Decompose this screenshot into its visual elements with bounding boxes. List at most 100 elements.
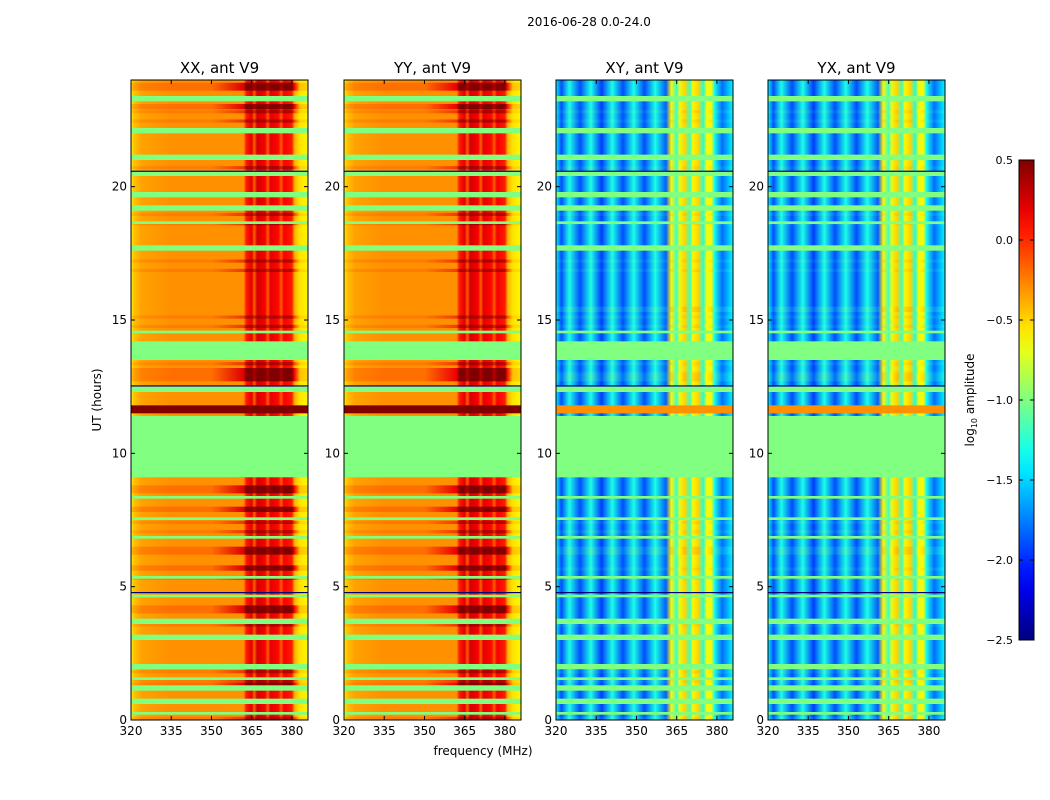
heatmap-row [768,623,945,627]
heatmap-hot-band [344,546,521,555]
heatmap-flagged-band [556,576,733,579]
colorbar-tick-label: −1.0 [986,394,1013,407]
heatmap-row [768,679,945,683]
heatmap-line [556,592,733,594]
heatmap-line [131,170,308,172]
heatmap-flagged-band [344,496,521,499]
heatmap-flagged-band [768,634,945,640]
heatmap-flagged-band [768,128,945,134]
heatmap-row [556,110,733,114]
y-tick-label: 0 [756,713,764,727]
heatmap-hot-band [344,104,521,110]
axes-frame [343,79,522,721]
heatmap-flagged-band [131,221,308,224]
heatmap-row [344,324,521,328]
heatmap-flagged-band [344,618,521,624]
heatmap-row [556,166,733,170]
heatmap-flagged-band [131,245,308,251]
heatmap-hot-band [131,682,308,686]
x-tick-label: 320 [757,724,780,738]
heatmap-flagged-band [344,664,521,670]
x-tick-label: 350 [837,724,860,738]
heatmap-flagged-band [344,712,521,715]
heatmap-flagged-band [131,698,308,704]
heatmap-row [768,716,945,720]
heatmap-flagged-band [131,205,308,211]
heatmap-row [768,268,945,272]
heatmap-flagged-band [344,416,521,478]
heatmap-flagged-band [556,341,733,360]
y-tick-label: 15 [325,313,340,327]
heatmap-row [344,530,521,534]
heatmap-hot-band [131,565,308,571]
heatmap-row [768,371,945,375]
heatmap-row [344,212,521,216]
x-tick-label: 380 [705,724,728,738]
heatmap-row [131,119,308,123]
x-tick-label: 350 [200,724,223,738]
panel-yx: YX, ant V9 320 335 350 365 380 0 5 10 15 20 [749,59,946,738]
heatmap-flagged-band [556,330,733,334]
heatmap-flagged-band [131,170,308,176]
heatmap-flagged-band [131,634,308,640]
heatmap-flagged-band [556,128,733,134]
heatmap-flagged-band [556,192,733,198]
heatmap-row [344,679,521,683]
heatmap-row [131,362,308,366]
heatmap-line [344,170,521,172]
heatmap-row [556,530,733,534]
heatmap-row [344,623,521,627]
x-tick-label: 380 [917,724,940,738]
heatmap-flagged-band [131,96,308,102]
heatmap-flagged-band [556,416,733,478]
heatmap-flagged-band [768,221,945,224]
heatmap-flagged-band [344,698,521,704]
heatmap-row [556,670,733,674]
heatmap-flagged-band [768,685,945,691]
y-tick-label: 0 [119,713,127,727]
heatmap-flagged-band [131,594,308,598]
heatmap-row [344,315,521,319]
panel-title: YX, ant V9 [816,59,895,77]
heatmap-flagged-band [344,517,521,520]
colorbar-tick-label: −1.5 [986,474,1013,487]
y-axis-label: UT (hours) [90,368,104,431]
y-tick-label: 10 [749,446,764,460]
heatmap-flagged-band [131,618,308,624]
axes-frame [130,79,309,721]
heatmap-line [768,170,945,172]
heatmap-flagged-band [768,386,945,392]
heatmap-flagged-band [131,330,308,334]
heatmap-row [768,212,945,216]
heatmap-flagged-band [768,618,945,624]
heatmap-flagged-band [556,536,733,539]
heatmap-flagged-band [344,685,521,691]
x-tick-label: 365 [240,724,263,738]
heatmap-hot-band [556,373,733,382]
heatmap-row [768,362,945,366]
y-tick-label: 20 [112,180,127,194]
heatmap-row [131,520,308,524]
y-tick-label: 5 [119,580,127,594]
x-tick-label: 365 [453,724,476,738]
heatmap-flagged-band [344,205,521,211]
panel-title: XY, ant V9 [605,59,683,77]
heatmap-flagged-band [556,698,733,704]
heatmap-hot-band [344,368,521,382]
colorbar: 0.5 0.0 −0.5 −1.0 −1.5 −2.0 −2.5 log10 amplitud… [963,154,1035,647]
colorbar-label: log10 amplitude [963,354,979,447]
heatmap-flagged-band [768,536,945,539]
heatmap-flagged-band [556,205,733,211]
x-tick-label: 335 [373,724,396,738]
heatmap-flagged-band [344,576,521,579]
heatmap-flagged-band [768,712,945,715]
heatmap-row [556,679,733,683]
heatmap-flagged-band [768,245,945,251]
heatmap-flagged-band [556,154,733,160]
heatmap-row [768,259,945,263]
heatmap-hot-band [131,368,308,382]
x-tick-label: 335 [797,724,820,738]
heatmap-flagged-band [556,386,733,392]
heatmap-hot-band [131,82,308,91]
heatmap-flagged-band [556,634,733,640]
